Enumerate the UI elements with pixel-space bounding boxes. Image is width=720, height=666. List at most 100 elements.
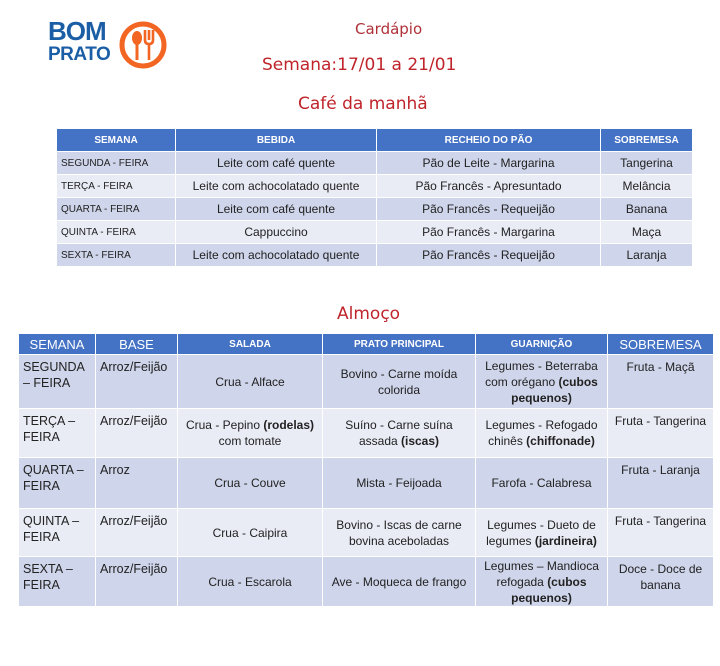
- cell-text: QUINTA – FEIRA: [23, 514, 80, 544]
- column-header: BASE: [95, 333, 178, 355]
- table-cell: Banana: [600, 197, 693, 221]
- cell-text: Crua - Escarola: [208, 574, 292, 589]
- table-cell: Ave - Moqueca de frango: [322, 556, 476, 607]
- column-header: BEBIDA: [175, 128, 377, 152]
- table-cell: SEXTA - FEIRA: [56, 243, 176, 267]
- table-cell: Arroz: [95, 457, 178, 509]
- table-cell: Legumes – Mandioca refogada (cubos peque…: [475, 556, 608, 607]
- table-cell: Bovino - Carne moída colorida: [322, 354, 476, 409]
- table-cell: Laranja: [600, 243, 693, 267]
- cell-text: Arroz/Feijão: [100, 360, 168, 374]
- table-cell: Arroz/Feijão: [95, 408, 178, 458]
- table-cell: Legumes - Refogado chinês (chiffonade): [475, 408, 608, 458]
- table-row: QUINTA - FEIRA Cappuccino Pão Francês - Ma…: [56, 220, 693, 244]
- table-cell: Crua - Caipira: [177, 508, 323, 557]
- cell-text: Fruta - Tangerina: [614, 514, 707, 528]
- bold-note: (iscas): [401, 434, 440, 448]
- cell-text: Legumes - Refogado chinês: [485, 418, 598, 448]
- table-cell: Doce - Doce de banana: [607, 556, 714, 607]
- table-row: SEGUNDA - FEIRA Leite com café quente Pão …: [56, 151, 693, 175]
- table-cell: Maça: [600, 220, 693, 244]
- table-cell: Legumes - Dueto de legumes (jardineira): [475, 508, 608, 557]
- logo-line2: PRATO: [48, 44, 111, 65]
- table-cell: Pão Francês - Requeijão: [376, 243, 601, 267]
- week-range: Semana:17/01 a 21/01: [262, 55, 457, 75]
- column-header: RECHEIO DO PÃO: [376, 128, 601, 152]
- breakfast-title: Café da manhã: [298, 94, 428, 114]
- bold-note: (jardineira): [534, 533, 597, 548]
- cell-text: Ave - Moqueca de frango: [331, 574, 467, 589]
- table-row: TERÇA – FEIRA Arroz/Feijão Crua - Pepino (…: [18, 408, 714, 458]
- bold-note: (rodelas): [263, 418, 315, 432]
- column-header: SEMANA: [18, 333, 96, 355]
- cell-text: Bovino - Carne moída colorida: [340, 366, 458, 397]
- cell-text: Fruta - Tangerina: [614, 414, 707, 428]
- breakfast-table: SEMANA BEBIDA RECHEIO DO PÃO SOBREMESA SEGU…: [56, 128, 693, 267]
- cell-text: Legumes – Mandioca refogada: [484, 558, 599, 589]
- table-row: SEGUNDA – FEIRA Arroz/Feijão Crua - Alface…: [18, 354, 714, 409]
- lunch-title: Almoço: [337, 304, 401, 324]
- table-cell: Fruta - Tangerina: [607, 408, 714, 458]
- cell-text: TERÇA – FEIRA: [23, 414, 76, 444]
- table-cell: Arroz/Feijão: [95, 354, 178, 409]
- column-header: GUARNIÇÃO: [475, 333, 608, 355]
- cell-text: Fruta - Maçã: [626, 360, 695, 374]
- table-cell: QUARTA – FEIRA: [18, 457, 96, 509]
- cell-text: Farofa - Calabresa: [491, 476, 592, 490]
- menu-title: Cardápio: [355, 20, 423, 38]
- cell-text: Suíno - Carne suína assada: [345, 418, 453, 448]
- logo-line1: BOM: [48, 16, 107, 46]
- table-row: QUARTA – FEIRA Arroz Crua - Couve Mista - F…: [18, 457, 714, 509]
- table-cell: Pão Francês - Apresuntado: [376, 174, 601, 198]
- cell-text: Crua - Caipira: [212, 525, 288, 540]
- table-cell: QUARTA - FEIRA: [56, 197, 176, 221]
- cell-text: SEXTA – FEIRA: [23, 562, 73, 592]
- table-cell: TERÇA – FEIRA: [18, 408, 96, 458]
- table-cell: QUINTA - FEIRA: [56, 220, 176, 244]
- table-row: QUINTA – FEIRA Arroz/Feijão Crua - Caipira…: [18, 508, 714, 557]
- table-cell: Leite com café quente: [175, 197, 377, 221]
- column-header: SEMANA: [56, 128, 176, 152]
- table-cell: Bovino - Iscas de carne bovina acebolada…: [322, 508, 476, 557]
- cell-text: Legumes - Dueto de legumes: [486, 517, 596, 548]
- table-cell: Legumes - Beterraba com orégano (cubos p…: [475, 354, 608, 409]
- table-cell: Fruta - Maçã: [607, 354, 714, 409]
- table-cell: Melância: [600, 174, 693, 198]
- cell-text: SEGUNDA – FEIRA: [23, 360, 85, 390]
- table-cell: Fruta - Laranja: [607, 457, 714, 509]
- table-row: SEXTA - FEIRA Leite com achocolatado quen…: [56, 243, 693, 267]
- table-cell: Crua - Alface: [177, 354, 323, 409]
- cell-text: Legumes - Beterraba com orégano: [485, 358, 598, 389]
- table-cell: Fruta - Tangerina: [607, 508, 714, 557]
- column-header: PRATO PRINCIPAL: [322, 333, 476, 355]
- table-cell: Tangerina: [600, 151, 693, 175]
- table-cell: Mista - Feijoada: [322, 457, 476, 509]
- plate-utensils-icon: [119, 21, 167, 69]
- table-cell: Leite com achocolatado quente: [175, 174, 377, 198]
- table-cell: QUINTA – FEIRA: [18, 508, 96, 557]
- bold-note: (cubos pequenos): [511, 574, 587, 605]
- cell-text: Arroz/Feijão: [100, 562, 168, 576]
- table-cell: Crua - Pepino (rodelas) com tomate: [177, 408, 323, 458]
- bold-note: (chiffonade): [526, 434, 595, 448]
- table-cell: TERÇA - FEIRA: [56, 174, 176, 198]
- table-cell: Farofa - Calabresa: [475, 457, 608, 509]
- table-cell: Pão de Leite - Margarina: [376, 151, 601, 175]
- bold-note: (cubos pequenos): [511, 374, 598, 405]
- table-cell: Crua - Couve: [177, 457, 323, 509]
- lunch-table: SEMANA BASE SALADA PRATO PRINCIPAL GUARNIÇÃO…: [18, 333, 714, 607]
- cell-text: Doce - Doce de banana: [618, 562, 703, 592]
- cell-text: Arroz: [100, 463, 130, 477]
- column-header: SALADA: [177, 333, 323, 355]
- table-cell: Cappuccino: [175, 220, 377, 244]
- table-cell: Arroz/Feijão: [95, 508, 178, 557]
- table-cell: Suíno - Carne suína assada (iscas): [322, 408, 476, 458]
- table-cell: Crua - Escarola: [177, 556, 323, 607]
- table-row: TERÇA - FEIRA Leite com achocolatado quen…: [56, 174, 693, 198]
- cell-text: com tomate: [218, 434, 282, 448]
- table-row: SEXTA – FEIRA Arroz/Feijão Crua - Escarola…: [18, 556, 714, 607]
- cell-text: Arroz/Feijão: [100, 514, 168, 528]
- cell-text: Crua - Pepino: [185, 418, 264, 432]
- column-header: SOBREMESA: [600, 128, 693, 152]
- cell-text: Fruta - Laranja: [621, 463, 700, 477]
